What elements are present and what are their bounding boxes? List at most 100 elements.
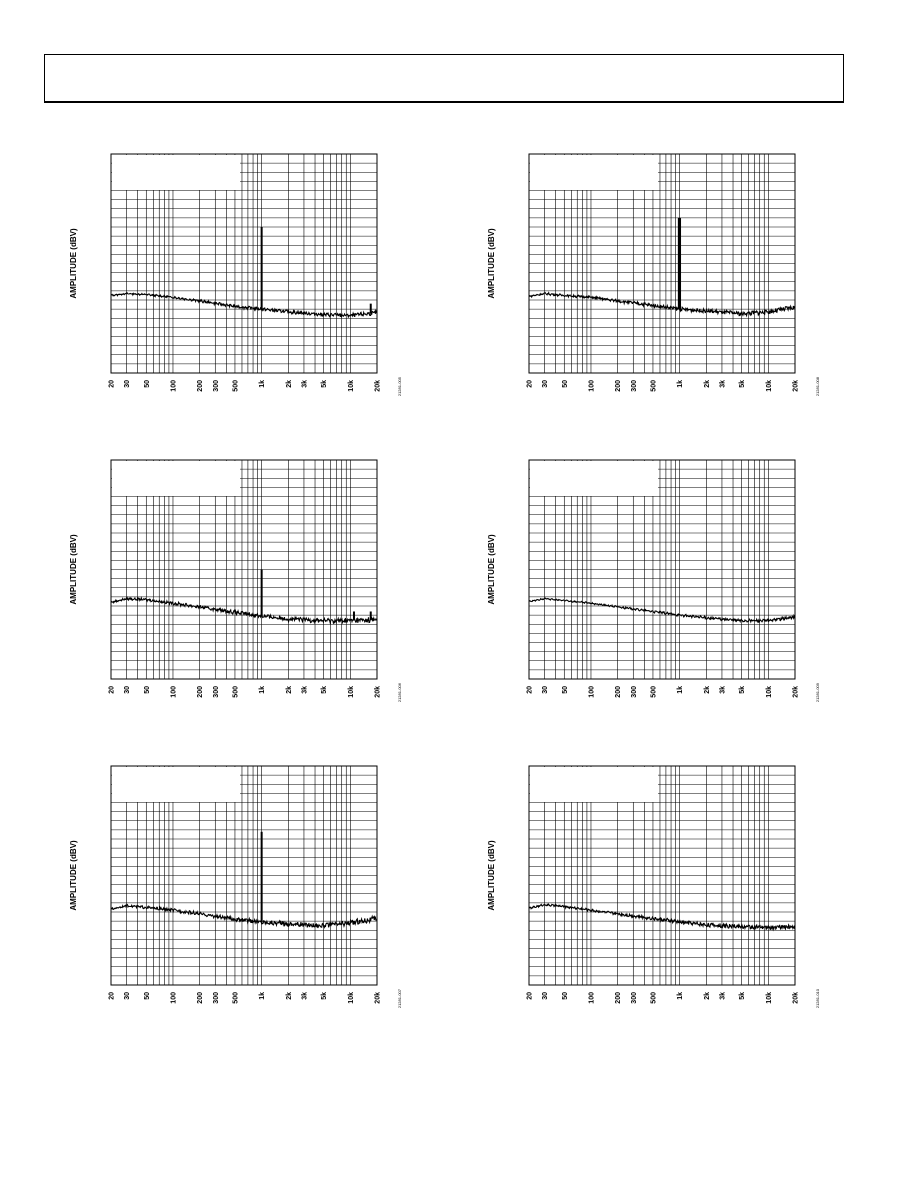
plot-frame bbox=[110, 459, 378, 680]
x-tick-label: 20k bbox=[375, 686, 382, 698]
plot-frame bbox=[110, 153, 378, 374]
spectrum-chart-f: 20 30 50 100 200 300 500 1k 2k 3k 5k 10k 20k AMPLITUD… bbox=[478, 752, 838, 1042]
x-tick-label: 30 bbox=[124, 992, 131, 1000]
x-tick-label: 200 bbox=[197, 380, 204, 392]
plot-frame bbox=[528, 765, 796, 986]
x-tick-label: 20 bbox=[109, 686, 116, 694]
x-tick-label: 30 bbox=[124, 686, 131, 694]
x-tick-label: 500 bbox=[232, 380, 239, 392]
x-tick-label: 100 bbox=[588, 380, 595, 392]
x-tick-label: 10k bbox=[766, 380, 773, 392]
chart-svg: 20 30 50 100 200 300 500 1k 2k 3k 5k 10k 20k AMPLITUD… bbox=[487, 765, 820, 1008]
x-tick-label: 20 bbox=[527, 380, 534, 388]
x-tick-label: 3k bbox=[301, 686, 308, 694]
spectrum-chart-b: 20 30 50 100 200 300 500 1k 2k 3k 5k 10k 20k AMPLITUD… bbox=[478, 140, 838, 430]
x-tick-label: 5k bbox=[321, 992, 328, 1000]
x-tick-label: 30 bbox=[124, 380, 131, 388]
y-axis-label: AMPLITUDE (dBV) bbox=[69, 228, 78, 299]
x-tick-label: 20k bbox=[793, 992, 800, 1004]
x-tick-label: 30 bbox=[542, 992, 549, 1000]
x-tick-label: 20k bbox=[793, 380, 800, 392]
page-header-box bbox=[44, 54, 844, 103]
chart-svg: 20 30 50 100 200 300 500 1k 2k 3k 5k 10k 20k AMPLITUD… bbox=[487, 459, 820, 702]
x-tick-label: 200 bbox=[615, 992, 622, 1004]
grid bbox=[529, 154, 795, 373]
spectrum-chart-e: 20 30 50 100 200 300 500 1k 2k 3k 5k 10k 20k AMPLITUD… bbox=[60, 752, 420, 1042]
x-tick-label: 5k bbox=[321, 686, 328, 694]
figure-id: 21281-010 bbox=[815, 988, 820, 1008]
x-tick-label: 200 bbox=[197, 992, 204, 1004]
x-tick-label: 5k bbox=[739, 686, 746, 694]
x-tick-label: 3k bbox=[719, 380, 726, 388]
chart-svg: 20 30 50 100 200 300 500 1k 2k 3k 5k 10k 20k AMPLITUD… bbox=[69, 459, 402, 702]
x-tick-label: 10k bbox=[348, 992, 355, 1004]
series-line bbox=[528, 597, 796, 624]
x-tick-label: 20 bbox=[109, 380, 116, 388]
x-tick-label: 5k bbox=[739, 380, 746, 388]
x-tick-label: 2k bbox=[286, 992, 293, 1000]
x-tick-label: 500 bbox=[650, 992, 657, 1004]
plot-frame bbox=[528, 153, 796, 374]
x-tick-label: 5k bbox=[739, 992, 746, 1000]
y-axis-label: AMPLITUDE (dBV) bbox=[487, 840, 496, 911]
grid bbox=[529, 460, 795, 679]
x-tick-label: 300 bbox=[213, 992, 220, 1004]
x-tick-label: 500 bbox=[650, 686, 657, 698]
x-tick-label: 300 bbox=[631, 686, 638, 698]
legend-box bbox=[530, 155, 658, 190]
spectrum-chart-a: 20 30 50 100 200 300 500 1k 2k 3k 5k 10k 20k AMPLITUD… bbox=[60, 140, 420, 430]
legend-box bbox=[112, 461, 240, 496]
x-tick-label: 300 bbox=[213, 686, 220, 698]
x-tick-label: 100 bbox=[588, 992, 595, 1004]
series-line bbox=[110, 596, 378, 625]
x-tick-label: 30 bbox=[542, 686, 549, 694]
x-tick-label: 2k bbox=[286, 686, 293, 694]
legend-box bbox=[112, 767, 240, 802]
x-tick-label: 300 bbox=[631, 992, 638, 1004]
figure-id: 21281-006 bbox=[397, 682, 402, 702]
x-tick-label: 5k bbox=[321, 380, 328, 388]
x-tick-label: 50 bbox=[144, 992, 151, 1000]
x-tick-label: 2k bbox=[704, 992, 711, 1000]
y-axis-label: AMPLITUDE (dBV) bbox=[487, 228, 496, 299]
grid bbox=[529, 766, 795, 985]
x-tick-label: 500 bbox=[232, 992, 239, 1004]
x-tick-label: 50 bbox=[144, 380, 151, 388]
series-line bbox=[110, 903, 378, 929]
x-tick-label: 3k bbox=[301, 992, 308, 1000]
x-tick-label: 3k bbox=[719, 992, 726, 1000]
x-tick-label: 300 bbox=[631, 380, 638, 392]
x-tick-label: 20 bbox=[109, 992, 116, 1000]
x-tick-label: 100 bbox=[170, 380, 177, 392]
y-axis-label: AMPLITUDE (dBV) bbox=[69, 840, 78, 911]
x-tick-label: 100 bbox=[170, 992, 177, 1004]
series-line bbox=[528, 291, 796, 318]
x-tick-label: 20 bbox=[527, 686, 534, 694]
x-tick-label: 200 bbox=[615, 380, 622, 392]
x-tick-label: 1k bbox=[259, 380, 266, 388]
figure-id: 21281-008 bbox=[815, 376, 820, 396]
chart-svg: 20 30 50 100 200 300 500 1k 2k 3k 5k 10k 20k AMPLITUD… bbox=[69, 765, 402, 1008]
spectrum-chart-d: 20 30 50 100 200 300 500 1k 2k 3k 5k 10k 20k AMPLITUD… bbox=[478, 446, 838, 736]
figure-id: 21281-007 bbox=[397, 988, 402, 1008]
x-tick-label: 10k bbox=[348, 380, 355, 392]
x-tick-label: 3k bbox=[301, 380, 308, 388]
x-tick-label: 10k bbox=[348, 686, 355, 698]
x-tick-label: 10k bbox=[766, 992, 773, 1004]
legend-box bbox=[530, 461, 658, 496]
x-tick-label: 30 bbox=[542, 380, 549, 388]
y-axis-label: AMPLITUDE (dBV) bbox=[487, 534, 496, 605]
x-tick-label: 100 bbox=[170, 686, 177, 698]
series-line bbox=[528, 903, 796, 932]
x-tick-label: 50 bbox=[144, 686, 151, 694]
x-tick-label: 200 bbox=[197, 686, 204, 698]
x-tick-label: 20 bbox=[527, 992, 534, 1000]
grid bbox=[111, 154, 377, 373]
x-tick-label: 1k bbox=[677, 992, 684, 1000]
chart-svg: 20 30 50 100 200 300 500 1k 2k 3k 5k 10k 20k AMPLITUD… bbox=[487, 153, 820, 396]
spectrum-chart-c: 20 30 50 100 200 300 500 1k 2k 3k 5k 10k 20k AMPLITUD… bbox=[60, 446, 420, 736]
legend-box bbox=[112, 155, 240, 190]
series-line bbox=[110, 292, 378, 319]
grid bbox=[111, 766, 377, 985]
x-tick-label: 500 bbox=[650, 380, 657, 392]
